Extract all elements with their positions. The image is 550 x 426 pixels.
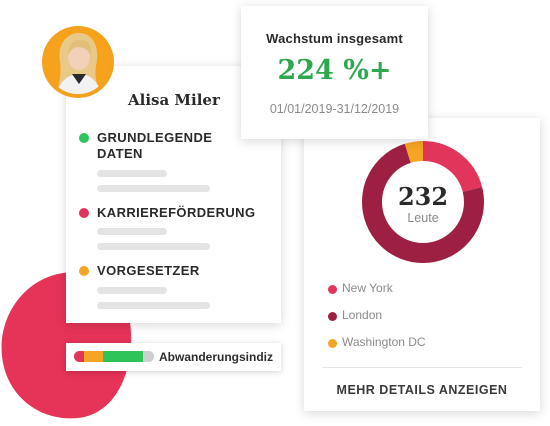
status-dot-green xyxy=(79,133,89,143)
section-title-career: KARRIEREFÖRDERUNG xyxy=(97,205,256,220)
profile-card: GRUNDLEGENDE DATEN KARRIEREFÖRDERUNG VOR… xyxy=(66,66,281,323)
divider xyxy=(322,367,522,368)
churn-segment xyxy=(102,351,143,362)
profile-name: Alisa Miler xyxy=(128,91,220,109)
placeholder-line xyxy=(97,185,210,192)
growth-title: Wachstum insgesamt xyxy=(266,31,403,46)
donut-segment-london xyxy=(362,141,484,263)
legend-dot xyxy=(328,339,337,348)
location-card: 232 Leute New York London Washington DC … xyxy=(304,118,540,411)
churn-indicator: Abwanderungsindiz xyxy=(66,343,281,371)
people-count-label: Leute xyxy=(407,211,439,225)
avatar xyxy=(42,26,114,98)
status-dot-orange xyxy=(79,266,89,276)
legend-dot xyxy=(328,312,337,321)
placeholder-line xyxy=(97,243,210,250)
section-title-supervisor: VORGESETZER xyxy=(97,263,200,278)
placeholder-line xyxy=(97,287,167,294)
donut-chart xyxy=(362,141,484,263)
section-title-basic-data: GRUNDLEGENDE DATEN xyxy=(97,130,213,161)
churn-bar xyxy=(74,351,154,362)
placeholder-line xyxy=(97,302,210,309)
churn-label: Abwanderungsindiz xyxy=(159,350,273,364)
donut-segment-washington-dc xyxy=(362,141,484,263)
churn-segment xyxy=(84,351,103,362)
legend-dot xyxy=(328,285,337,294)
growth-value: 224 %+ xyxy=(277,55,392,86)
more-details-button[interactable]: MEHR DETAILS ANZEIGEN xyxy=(336,383,508,397)
status-dot-red xyxy=(79,208,89,218)
placeholder-line xyxy=(97,228,167,235)
people-count: 232 xyxy=(397,182,449,211)
placeholder-line xyxy=(97,170,167,177)
growth-card: Wachstum insgesamt 224 %+ 01/01/2019-31/… xyxy=(241,6,428,139)
churn-segment xyxy=(142,351,154,362)
growth-date-range: 01/01/2019-31/12/2019 xyxy=(269,102,400,116)
churn-segment xyxy=(74,351,85,362)
